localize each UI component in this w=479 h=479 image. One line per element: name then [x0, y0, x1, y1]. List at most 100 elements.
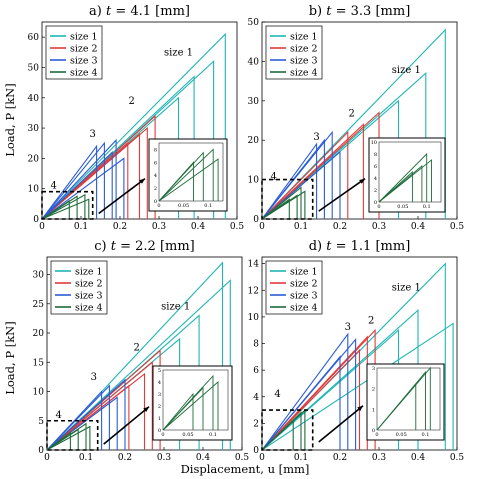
- inset-curve-size-4: [378, 170, 413, 203]
- annotation-label: 4: [56, 410, 62, 421]
- legend-label: size 1: [70, 32, 98, 43]
- inset-x-tick-label: 0: [161, 432, 164, 438]
- y-tick-label: 50: [28, 63, 40, 73]
- inset-y-tick-label: 2: [374, 188, 377, 194]
- inset-y-tick-label: 2: [154, 186, 157, 192]
- x-tick-label: 0: [259, 453, 265, 463]
- inset-y-tick-label: 8: [374, 152, 377, 158]
- arrow-line: [98, 177, 146, 215]
- legend-label: size 2: [75, 279, 103, 290]
- annotation-label: 4: [51, 181, 57, 192]
- x-tick-label: 0.1: [294, 453, 308, 463]
- x-tick-label: 0.3: [157, 453, 172, 463]
- inset-axes: [378, 141, 442, 203]
- x-tick-label: 0.5: [450, 453, 465, 463]
- series-curve-size-2: [262, 348, 361, 450]
- inset-y-tick-label: 6: [374, 164, 377, 170]
- x-tick-label: 0.4: [411, 222, 426, 232]
- series-curve-size-1: [262, 322, 454, 450]
- inset-axes: [376, 367, 441, 431]
- x-tick-label: 0.5: [235, 453, 250, 463]
- legend-label: size 1: [290, 32, 318, 43]
- inset-y-tick-label: 4: [374, 176, 377, 182]
- y-tick-label: 40: [248, 57, 260, 67]
- y-tick-label: 12: [248, 286, 259, 296]
- inset-y-tick-label: 0: [374, 200, 377, 206]
- inset-y-tick-label: 0: [372, 428, 375, 434]
- inset-curve-size-4: [158, 148, 214, 202]
- y-tick-label: 20: [33, 329, 45, 339]
- series-curve-size-4: [42, 198, 90, 219]
- annotation-label: 4: [274, 389, 280, 400]
- inset-axes: [158, 142, 224, 202]
- annotation-label: 2: [368, 316, 374, 327]
- inset-y-tick-label: 0: [158, 428, 161, 434]
- inset-curve-size-4: [158, 151, 204, 202]
- annotation-label: 2: [129, 96, 135, 107]
- zoom-region-box: [41, 190, 94, 220]
- y-tick-label: 0: [253, 446, 259, 456]
- x-tick-label: 0.2: [333, 453, 347, 463]
- legend-label: size 4: [70, 68, 98, 79]
- annotation-label: 4: [271, 172, 277, 183]
- chart-panel-1: a) t = 4.1 [mm]0 0.1 0.2 0.3 0.4 0.5010203040…: [28, 4, 245, 232]
- y-tick-label: 0: [38, 446, 44, 456]
- series-curve-size-3: [42, 151, 113, 219]
- inset-y-tick-label: 5: [158, 368, 161, 374]
- series-curve-size-4: [42, 195, 78, 219]
- inset-curve-size-4: [162, 392, 194, 431]
- inset-y-tick-label: 2: [158, 404, 161, 410]
- y-tick-label: 15: [33, 358, 45, 368]
- y-tick-label: 6: [253, 366, 259, 376]
- arrow-line: [318, 178, 366, 212]
- y-axis-label-top: Load, P [kN]: [3, 83, 17, 157]
- x-tick-label: 0.1: [294, 222, 308, 232]
- y-tick-label: 8: [253, 340, 259, 350]
- chart-panel-2: b) t = 3.3 [mm]0 0.1 0.2 0.3 0.4 0.5010203040…: [248, 4, 465, 232]
- inset-y-tick-label: 0: [154, 199, 157, 205]
- inset-plot: 0 0.05 0.1 0 1 2 3 4 5: [152, 365, 233, 441]
- arrow-head: [357, 405, 363, 412]
- annotation-label: size 1: [164, 47, 193, 58]
- inset-y-tick-label: 2: [372, 387, 375, 393]
- series-curve-size-3: [42, 157, 125, 219]
- annotation-label: size 1: [161, 302, 190, 313]
- legend-label: size 3: [75, 291, 103, 302]
- inset-x-tick-label: 0: [377, 204, 380, 210]
- x-tick-label: 0.4: [191, 222, 206, 232]
- annotation-label: 2: [134, 343, 140, 354]
- legend-label: size 4: [290, 68, 318, 79]
- x-tick-label: 0.1: [79, 453, 93, 463]
- y-tick-label: 5: [38, 417, 44, 427]
- series-curve-size-3: [262, 355, 341, 450]
- y-tick-label: 0: [253, 215, 259, 225]
- y-tick-label: 2: [253, 419, 259, 429]
- zoom-region-box: [46, 419, 99, 451]
- inset-y-tick-label: 10: [371, 140, 377, 146]
- series-curve-size-4: [262, 186, 302, 219]
- y-tick-label: 30: [33, 271, 45, 281]
- series-curve-size-3: [47, 384, 110, 450]
- inset-axes: [162, 369, 229, 431]
- zoom-region-box: [261, 409, 314, 451]
- inset-x-tick-label: 0: [375, 432, 378, 438]
- panel-title: a) t = 4.1 [mm]: [89, 4, 190, 19]
- axes-frame: [261, 21, 458, 220]
- inset-y-tick-label: 8: [154, 147, 157, 153]
- y-tick-label: 4: [253, 393, 259, 403]
- annotation-label: 3: [90, 129, 96, 140]
- y-tick-label: 60: [28, 33, 40, 43]
- series-curve-size-3: [262, 130, 333, 219]
- x-tick-label: 0.5: [230, 222, 245, 232]
- legend-label: size 4: [75, 303, 103, 314]
- y-tick-label: 30: [248, 97, 260, 107]
- legend-box: [50, 260, 108, 315]
- inset-plot: 0 0.05 0.1 0 2 4 6 8 10: [368, 137, 446, 213]
- inset-curve-size-4: [162, 374, 214, 431]
- x-tick-label: 0.3: [372, 222, 387, 232]
- inset-y-tick-label: 3: [158, 392, 161, 398]
- y-tick-label: 10: [248, 313, 260, 323]
